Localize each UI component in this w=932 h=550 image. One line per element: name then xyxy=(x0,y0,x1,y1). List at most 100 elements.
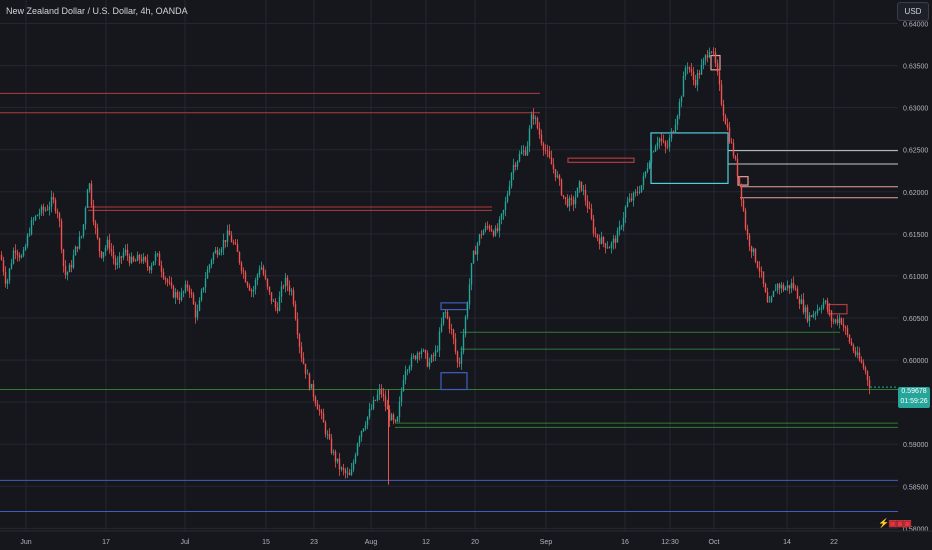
candle-body xyxy=(118,256,121,263)
candle-body xyxy=(340,467,343,470)
candle-body xyxy=(2,259,5,273)
candle-body xyxy=(78,236,81,249)
symbol-title: New Zealand Dollar / U.S. Dollar, 4h, OA… xyxy=(6,6,188,16)
candle-body xyxy=(742,199,745,211)
candle-body xyxy=(414,355,417,360)
candle-body xyxy=(534,118,537,120)
candle-body xyxy=(100,251,103,258)
candle-body xyxy=(416,353,419,360)
candle-body xyxy=(614,238,617,243)
zone-box xyxy=(567,157,635,163)
candle-body xyxy=(616,230,619,243)
candle-body xyxy=(148,267,151,271)
time-tick-label: 15 xyxy=(262,539,270,546)
candle-body xyxy=(554,169,557,178)
candle-body xyxy=(408,367,411,371)
candle-body xyxy=(102,252,105,258)
candle-body xyxy=(128,255,131,264)
candle-body xyxy=(718,71,721,85)
candle-body xyxy=(32,219,35,221)
candle-body xyxy=(206,269,209,279)
time-tick-label: Jul xyxy=(181,539,190,546)
candle-body xyxy=(278,296,281,311)
candle-body xyxy=(620,226,623,228)
candle-body xyxy=(466,304,469,317)
candle-body xyxy=(728,127,731,142)
candle-body xyxy=(696,73,699,86)
candle-body xyxy=(432,355,435,357)
candle-body xyxy=(94,222,97,228)
candle-body xyxy=(164,278,167,280)
candle-body xyxy=(472,251,475,264)
candle-body xyxy=(104,247,107,253)
candle-body xyxy=(276,307,279,311)
candle-body xyxy=(512,164,515,174)
currency-button[interactable]: USD xyxy=(897,2,929,21)
candle-body xyxy=(114,258,117,266)
time-tick-label: 12:30 xyxy=(661,539,679,546)
candle-body xyxy=(544,149,547,151)
candle-body xyxy=(280,286,283,297)
candle-body xyxy=(192,294,195,305)
candle-body xyxy=(92,205,95,223)
candle-body xyxy=(134,260,137,262)
candle-body xyxy=(798,298,801,304)
candle-body xyxy=(398,401,401,417)
candle-body xyxy=(80,236,83,237)
candle-body xyxy=(262,267,265,275)
last-price-value: 0.59678 xyxy=(901,388,927,395)
candle-body xyxy=(570,198,573,200)
candle-body xyxy=(704,55,707,60)
candle-body xyxy=(172,286,175,298)
candle-body xyxy=(514,164,517,167)
candle-body xyxy=(604,243,607,248)
tradingview-logo[interactable]: ⚡▣▣▣ xyxy=(878,518,912,528)
candle-body xyxy=(748,235,751,247)
candle-body xyxy=(506,194,509,202)
candle-body xyxy=(526,145,529,156)
candle-body xyxy=(654,146,657,152)
price-tick-label: 0.60500 xyxy=(903,316,928,323)
candle-body xyxy=(238,252,241,263)
candles xyxy=(0,47,871,485)
candle-body xyxy=(284,277,287,287)
candle-body xyxy=(656,142,659,147)
candle-body xyxy=(22,250,25,256)
candle-body xyxy=(484,225,487,231)
candle-body xyxy=(498,219,501,231)
candle-body xyxy=(688,67,691,70)
price-tick-label: 0.59000 xyxy=(903,442,928,449)
candle-body xyxy=(406,370,409,372)
candle-body xyxy=(62,249,65,267)
candle-body xyxy=(338,458,341,470)
candle-body xyxy=(320,410,323,414)
candle-body xyxy=(580,181,583,191)
candle-body xyxy=(588,207,591,209)
candle-body xyxy=(322,413,325,423)
candle-body xyxy=(184,284,187,292)
candle-body xyxy=(556,175,559,178)
candle-body xyxy=(386,406,389,410)
candle-body xyxy=(50,196,53,207)
candle-body xyxy=(486,225,489,227)
candle-body xyxy=(830,311,833,321)
candle-body xyxy=(208,264,211,270)
candle-body xyxy=(304,363,307,374)
candle-body xyxy=(504,201,507,211)
candle-body xyxy=(282,286,285,288)
candle-body xyxy=(658,138,661,143)
candle-body xyxy=(132,256,135,261)
candle-body xyxy=(306,373,309,375)
candle-body xyxy=(98,237,101,252)
candle-body xyxy=(724,115,727,125)
candle-body xyxy=(454,338,457,352)
candle-body xyxy=(734,156,737,159)
candle-body xyxy=(606,247,609,249)
candle-body xyxy=(426,353,429,367)
candle-body xyxy=(752,248,755,253)
candle-body xyxy=(578,181,581,188)
candle-body xyxy=(692,71,695,81)
candle-body xyxy=(680,96,683,102)
